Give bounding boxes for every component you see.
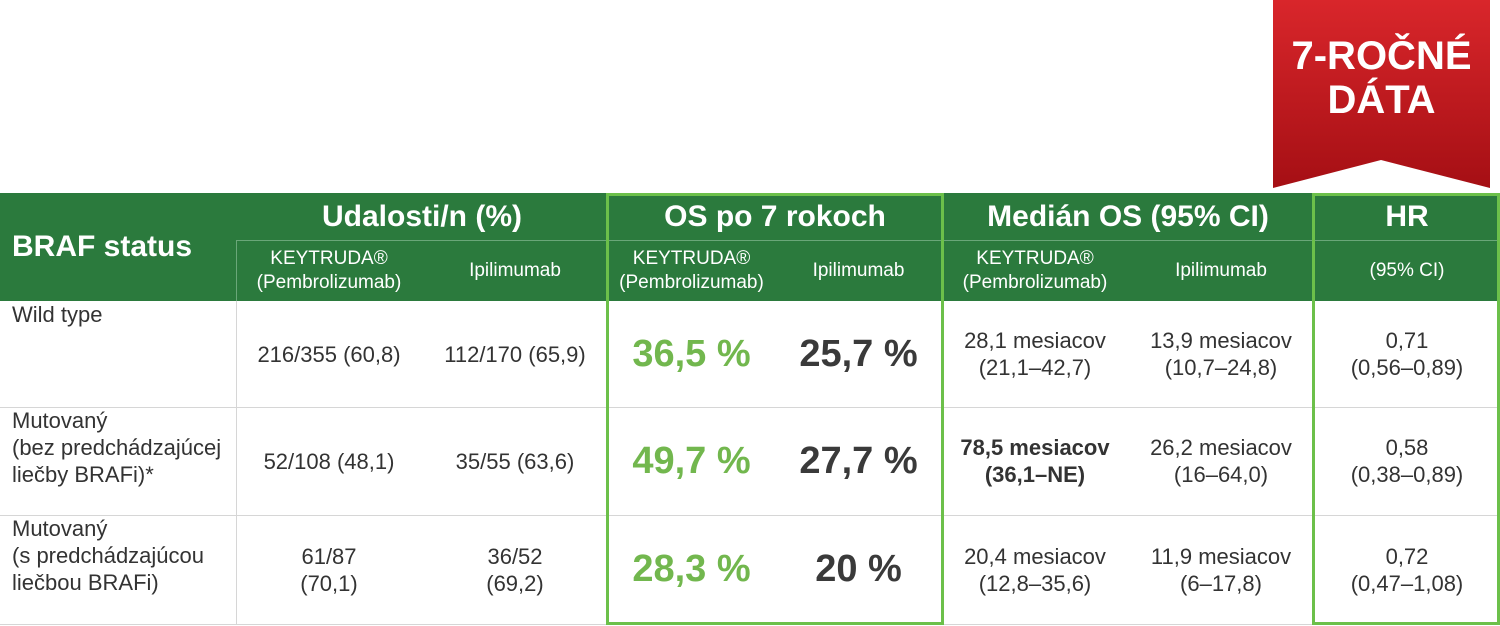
subheader-ipilimumab-median: Ipilimumab	[1175, 259, 1267, 281]
events-value: 112/170 (65,9)	[444, 341, 586, 367]
hr-value: 0,58	[1385, 435, 1429, 460]
row-divider	[0, 407, 1500, 408]
status-line: liečbou BRAFi)	[12, 570, 159, 595]
median-os-ipilimumab: 26,2 mesiacov (16–64,0)	[1128, 407, 1314, 515]
median-value: 11,9 mesiacov	[1150, 543, 1292, 569]
median-os-keytruda: 20,4 mesiacov (12,8–35,6)	[942, 515, 1128, 624]
header-hr: HR	[1385, 199, 1429, 233]
row-mutated-prior-status: Mutovaný (s predchádzajúcou liečbou BRAF…	[0, 515, 236, 624]
events-ipilimumab: 35/55 (63,6)	[422, 407, 608, 515]
events-pct: (69,2)	[486, 570, 544, 596]
events-keytruda: 52/108 (48,1)	[236, 407, 422, 515]
median-value: 26,2 mesiacov	[1150, 435, 1292, 460]
status-line: Mutovaný	[12, 516, 108, 541]
hr-value-cell: 0,58 (0,38–0,89)	[1314, 407, 1500, 515]
median-ci: (16–64,0)	[1173, 462, 1269, 487]
status-line: Mutovaný	[12, 408, 108, 433]
os7-keytruda: 28,3 %	[632, 548, 751, 590]
header-events: Udalosti/n (%)	[322, 199, 522, 233]
row-divider	[0, 515, 1500, 516]
events-value: 35/55 (63,6)	[455, 448, 575, 474]
header-divider	[236, 240, 237, 301]
subheader-ipilimumab-events: Ipilimumab	[469, 259, 561, 281]
subheader-keytruda-median: KEYTRUDA® (Pembrolizumab)	[942, 240, 1128, 301]
subheader-hr-ci: (95% CI)	[1369, 259, 1445, 281]
median-ci: (6–17,8)	[1180, 570, 1262, 596]
row-divider	[0, 624, 1500, 625]
row-wild-type-status: Wild type	[0, 301, 236, 407]
median-ci: (36,1–NE)	[984, 462, 1086, 487]
header-braf-status: BRAF status	[12, 230, 193, 263]
events-keytruda: 216/355 (60,8)	[236, 301, 422, 407]
events-value: 52/108 (48,1)	[263, 448, 395, 474]
keytruda-label: KEYTRUDA®	[632, 247, 751, 269]
events-keytruda: 61/87 (70,1)	[236, 515, 422, 624]
status-line: (bez predchádzajúcej	[12, 435, 222, 460]
events-value: 61/87	[301, 543, 357, 569]
subheader-ipilimumab-os: Ipilimumab	[812, 259, 905, 281]
os7-keytruda: 36,5 %	[632, 332, 751, 375]
keytruda-label: KEYTRUDA®	[976, 247, 1094, 269]
pembrolizumab-label: (Pembrolizumab)	[962, 271, 1108, 293]
os7-ipilimumab: 25,7 %	[799, 332, 918, 375]
median-ci: (12,8–35,6)	[978, 570, 1092, 596]
events-value: 36/52	[487, 543, 543, 569]
median-value: 13,9 mesiacov	[1150, 328, 1292, 353]
os7-ipilimumab: 27,7 %	[799, 439, 918, 482]
header-os-7-years: OS po 7 rokoch	[664, 199, 886, 233]
pembrolizumab-label: (Pembrolizumab)	[619, 271, 764, 293]
median-ci: (21,1–42,7)	[978, 355, 1092, 380]
os7-keytruda: 49,7 %	[632, 439, 751, 482]
events-pct: (70,1)	[300, 570, 358, 596]
subheader-keytruda-events: KEYTRUDA® (Pembrolizumab)	[236, 240, 422, 301]
median-os-ipilimumab: 13,9 mesiacov (10,7–24,8)	[1128, 301, 1314, 407]
events-ipilimumab: 112/170 (65,9)	[422, 301, 608, 407]
os7-ipilimumab: 20 %	[815, 548, 902, 590]
hr-ci: (0,38–0,89)	[1350, 462, 1464, 487]
median-os-keytruda: 28,1 mesiacov (21,1–42,7)	[942, 301, 1128, 407]
status-line: liečby BRAFi)*	[12, 462, 154, 487]
status-line: (s predchádzajúcou	[12, 543, 205, 568]
status-line: Wild type	[12, 302, 103, 327]
median-ci: (10,7–24,8)	[1164, 355, 1278, 380]
seven-year-data-badge: 7-ROČNÉ DÁTA	[1273, 0, 1490, 188]
events-ipilimumab: 36/52 (69,2)	[422, 515, 608, 624]
median-value: 20,4 mesiacov	[964, 543, 1106, 569]
hr-value-cell: 0,71 (0,56–0,89)	[1314, 301, 1500, 407]
hr-ci: (0,56–0,89)	[1350, 355, 1464, 380]
hr-value: 0,72	[1385, 543, 1429, 569]
row-mutated-no-prior-status: Mutovaný (bez predchádzajúcej liečby BRA…	[0, 407, 236, 515]
hr-value: 0,71	[1385, 328, 1429, 353]
median-value: 28,1 mesiacov	[964, 328, 1106, 353]
header-separator	[236, 240, 1500, 241]
badge-line1: 7-ROČNÉ	[1291, 34, 1472, 78]
header-median-os: Medián OS (95% CI)	[987, 199, 1269, 233]
subheader-keytruda-os: KEYTRUDA® (Pembrolizumab)	[608, 240, 775, 301]
median-os-ipilimumab: 11,9 mesiacov (6–17,8)	[1128, 515, 1314, 624]
hr-ci: (0,47–1,08)	[1350, 570, 1464, 596]
column-divider	[236, 301, 237, 624]
table-header	[0, 193, 1500, 301]
badge-line2: DÁTA	[1327, 78, 1436, 122]
keytruda-label: KEYTRUDA®	[270, 247, 388, 269]
median-value: 78,5 mesiacov	[960, 435, 1110, 460]
hr-value-cell: 0,72 (0,47–1,08)	[1314, 515, 1500, 624]
ribbon-shape	[1273, 0, 1490, 188]
pembrolizumab-label: (Pembrolizumab)	[256, 271, 402, 293]
events-value: 216/355 (60,8)	[257, 341, 401, 367]
median-os-keytruda: 78,5 mesiacov (36,1–NE)	[942, 407, 1128, 515]
